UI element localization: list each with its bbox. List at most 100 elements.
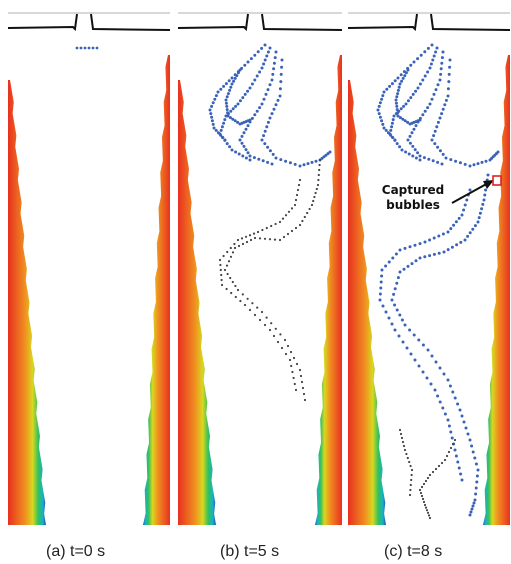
bubble — [382, 90, 386, 94]
bubble — [220, 283, 224, 287]
bubble — [225, 287, 228, 291]
bubble — [416, 86, 420, 90]
bubble — [231, 117, 235, 121]
bubble — [236, 120, 240, 124]
bubble — [229, 109, 233, 113]
bubble — [412, 333, 416, 337]
bubble — [439, 72, 443, 76]
bubble — [248, 118, 252, 122]
bubble — [236, 71, 240, 75]
bubble — [496, 150, 500, 154]
bubble — [473, 456, 477, 460]
bubble — [476, 468, 480, 472]
bubble — [381, 122, 385, 126]
bubble — [278, 94, 282, 98]
bubble — [301, 386, 305, 390]
bubble — [398, 248, 402, 252]
bubble — [473, 224, 477, 228]
bubble — [295, 193, 299, 197]
bubble — [246, 89, 250, 93]
bubble — [293, 203, 297, 207]
bubble — [466, 234, 470, 238]
bubble — [246, 124, 250, 128]
bubble — [436, 160, 440, 164]
bubble — [406, 99, 410, 103]
bubble — [393, 328, 397, 332]
bubble — [273, 238, 277, 241]
bubble — [422, 482, 426, 486]
bubble — [404, 150, 408, 154]
bubble — [423, 255, 427, 259]
bubble — [378, 298, 382, 302]
bubble — [230, 291, 233, 295]
bubble — [443, 412, 447, 416]
bubble — [229, 255, 233, 258]
bubble — [477, 216, 481, 220]
bubble — [480, 160, 484, 164]
bubble — [220, 135, 224, 139]
bubble — [417, 338, 421, 342]
bubble — [377, 104, 381, 108]
bubble — [398, 270, 402, 274]
bubble — [276, 98, 280, 102]
bubble — [248, 234, 252, 237]
bubble — [431, 58, 435, 62]
bubble — [250, 82, 254, 86]
bubble — [449, 158, 453, 162]
bubble — [431, 159, 435, 163]
bubble — [408, 141, 412, 145]
bubble — [301, 219, 304, 223]
bubble — [226, 92, 230, 96]
bubble — [401, 76, 405, 80]
bubble — [220, 278, 223, 282]
bubble — [238, 99, 242, 103]
bubble — [394, 252, 398, 256]
bubble — [409, 352, 413, 356]
bubble — [470, 444, 474, 448]
bubble — [425, 509, 429, 512]
bubble — [392, 292, 396, 296]
bubble — [418, 256, 422, 260]
bubble — [428, 66, 432, 70]
bubble — [290, 207, 294, 210]
left-deposit-wedge — [348, 80, 386, 525]
bubble — [238, 68, 242, 72]
bubble — [462, 420, 466, 424]
bubble — [473, 498, 477, 502]
bubble — [294, 226, 298, 230]
bubble — [417, 364, 421, 368]
bubble — [441, 406, 445, 410]
bubble — [231, 280, 234, 284]
bubble — [228, 145, 232, 149]
bubble — [468, 513, 472, 517]
bubble — [218, 132, 222, 136]
bubble — [471, 450, 475, 454]
bubble — [395, 142, 399, 146]
bubble — [223, 268, 227, 272]
bubble — [244, 148, 248, 152]
bubble — [447, 80, 451, 84]
bubble — [418, 118, 422, 122]
bubble — [228, 116, 232, 120]
bubble — [266, 50, 270, 54]
bubble — [411, 144, 415, 148]
bubble — [253, 53, 257, 57]
bubble — [225, 104, 229, 108]
bubble — [403, 323, 407, 327]
bubble — [438, 366, 442, 370]
bubble — [470, 507, 474, 511]
bubble — [266, 88, 270, 92]
bubble — [253, 113, 257, 117]
bubble — [424, 506, 428, 509]
bubble — [413, 358, 417, 362]
bubble — [274, 222, 277, 226]
panel-c — [347, 12, 511, 525]
bubble — [274, 103, 278, 107]
bubble — [258, 106, 262, 110]
bubble — [328, 150, 332, 154]
bubble — [421, 343, 425, 347]
bubble — [458, 408, 462, 412]
bubble — [234, 104, 238, 108]
bubble — [303, 398, 307, 402]
